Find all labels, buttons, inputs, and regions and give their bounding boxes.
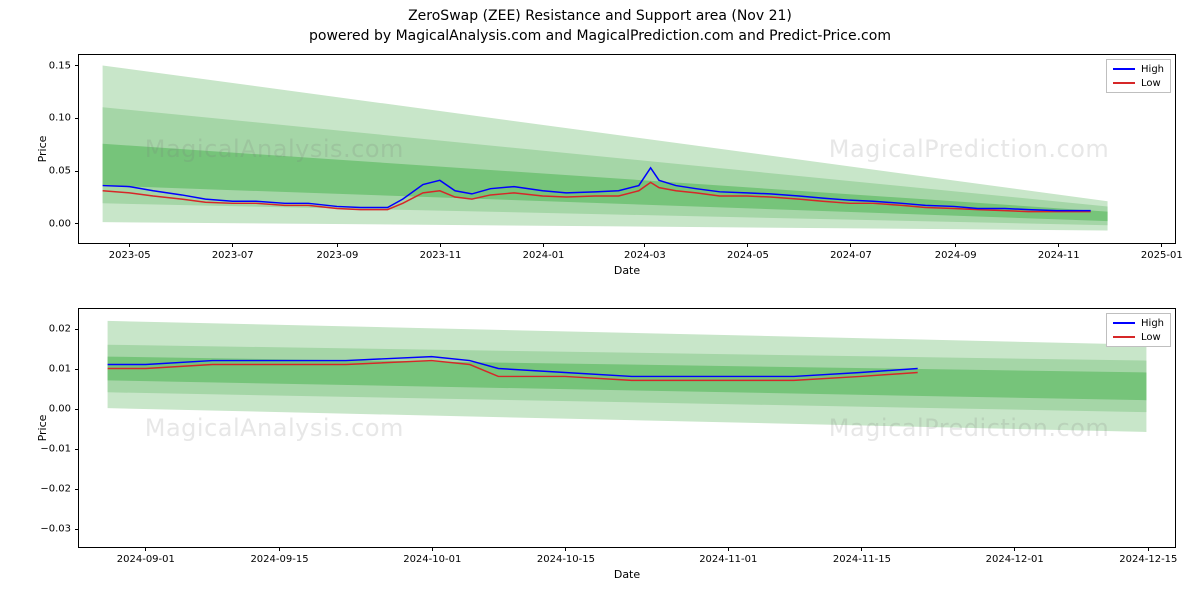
x-tick-mark: [279, 547, 280, 551]
x-tick-label: 2024-09: [935, 250, 977, 261]
y-tick-mark: [75, 329, 79, 330]
x-tick-mark: [129, 243, 130, 247]
x-tick-label: 2024-09-01: [117, 554, 175, 565]
y-tick-mark: [75, 118, 79, 119]
y-tick-label: 0.02: [49, 324, 71, 335]
legend-swatch: [1113, 82, 1135, 84]
y-tick-label: 0.10: [49, 113, 71, 124]
y-tick-label: 0.00: [49, 404, 71, 415]
x-axis-label: Date: [79, 568, 1175, 581]
x-tick-mark: [337, 243, 338, 247]
top-chart-axes: MagicalAnalysis.com MagicalPrediction.co…: [78, 54, 1176, 244]
y-tick-label: 0.01: [49, 364, 71, 375]
x-tick-label: 2024-10-15: [537, 554, 595, 565]
y-tick-mark: [75, 223, 79, 224]
x-tick-label: 2024-11: [1038, 250, 1080, 261]
chart-subtitle: powered by MagicalAnalysis.com and Magic…: [0, 28, 1200, 44]
x-tick-label: 2024-03: [624, 250, 666, 261]
x-tick-mark: [861, 547, 862, 551]
x-tick-mark: [232, 243, 233, 247]
legend-swatch: [1113, 336, 1135, 338]
x-tick-mark: [565, 547, 566, 551]
legend-item: Low: [1113, 76, 1164, 90]
y-axis-label: Price: [36, 136, 49, 163]
x-tick-mark: [432, 547, 433, 551]
x-tick-mark: [543, 243, 544, 247]
x-tick-mark: [145, 547, 146, 551]
x-tick-label: 2024-10-01: [403, 554, 461, 565]
legend-item: High: [1113, 62, 1164, 76]
y-axis-label: Price: [36, 415, 49, 442]
x-tick-mark: [1161, 243, 1162, 247]
legend-swatch: [1113, 322, 1135, 324]
x-tick-mark: [1148, 547, 1149, 551]
x-tick-label: 2024-09-15: [250, 554, 308, 565]
x-tick-label: 2024-01: [523, 250, 565, 261]
y-tick-mark: [75, 529, 79, 530]
y-tick-mark: [75, 369, 79, 370]
chart-title: ZeroSwap (ZEE) Resistance and Support ar…: [0, 8, 1200, 24]
x-tick-mark: [955, 243, 956, 247]
legend-item: Low: [1113, 330, 1164, 344]
y-tick-mark: [75, 449, 79, 450]
legend-label: High: [1141, 64, 1164, 75]
legend-item: High: [1113, 316, 1164, 330]
x-tick-label: 2024-12-15: [1119, 554, 1177, 565]
x-tick-label: 2024-11-15: [833, 554, 891, 565]
y-tick-label: −0.01: [40, 444, 71, 455]
x-tick-label: 2023-07: [212, 250, 254, 261]
legend: High Low: [1106, 313, 1171, 347]
x-tick-mark: [440, 243, 441, 247]
y-tick-label: −0.03: [40, 524, 71, 535]
legend-label: Low: [1141, 78, 1161, 89]
y-tick-label: −0.02: [40, 484, 71, 495]
legend-swatch: [1113, 68, 1135, 70]
y-tick-mark: [75, 171, 79, 172]
y-tick-mark: [75, 489, 79, 490]
y-tick-mark: [75, 409, 79, 410]
x-tick-label: 2024-07: [830, 250, 872, 261]
x-tick-label: 2024-05: [727, 250, 769, 261]
y-tick-label: 0.00: [49, 218, 71, 229]
x-tick-label: 2024-12-01: [986, 554, 1044, 565]
x-tick-mark: [1058, 243, 1059, 247]
x-tick-mark: [1014, 547, 1015, 551]
x-tick-label: 2025-01: [1141, 250, 1183, 261]
x-tick-mark: [850, 243, 851, 247]
x-tick-label: 2023-05: [109, 250, 151, 261]
y-tick-label: 0.15: [49, 60, 71, 71]
x-tick-label: 2024-11-01: [699, 554, 757, 565]
x-tick-mark: [728, 547, 729, 551]
x-tick-label: 2023-11: [420, 250, 462, 261]
legend-label: High: [1141, 318, 1164, 329]
y-tick-mark: [75, 65, 79, 66]
x-tick-mark: [644, 243, 645, 247]
bottom-chart-axes: MagicalAnalysis.com MagicalPrediction.co…: [78, 308, 1176, 548]
figure: ZeroSwap (ZEE) Resistance and Support ar…: [0, 0, 1200, 600]
x-tick-label: 2023-09: [317, 250, 359, 261]
legend: High Low: [1106, 59, 1171, 93]
x-axis-label: Date: [79, 264, 1175, 277]
legend-label: Low: [1141, 332, 1161, 343]
y-tick-label: 0.05: [49, 166, 71, 177]
x-tick-mark: [747, 243, 748, 247]
